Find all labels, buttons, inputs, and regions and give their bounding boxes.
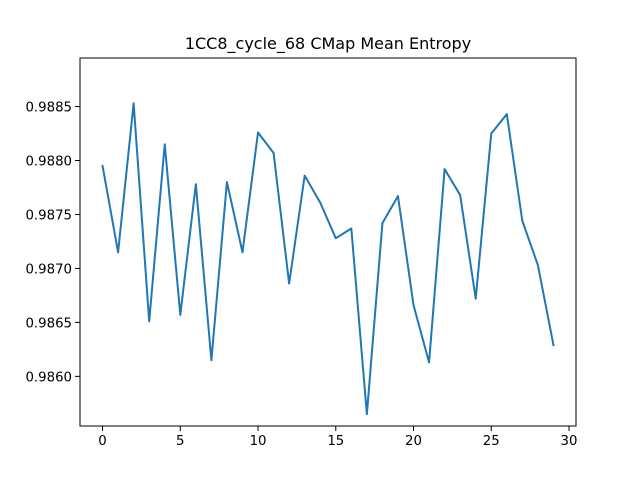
x-tick-label: 20 bbox=[405, 434, 422, 449]
data-point bbox=[505, 113, 508, 116]
x-tick-label: 25 bbox=[483, 434, 500, 449]
y-tick-label: 0.9860 bbox=[25, 370, 72, 385]
data-point bbox=[272, 152, 275, 154]
x-tick-label: 30 bbox=[561, 434, 578, 449]
data-point bbox=[179, 313, 182, 316]
data-point bbox=[148, 320, 151, 323]
x-axis-ticks: 0 5 10 15 20 25 30 bbox=[98, 426, 577, 449]
data-point bbox=[459, 194, 462, 196]
data-point bbox=[365, 413, 368, 416]
data-point bbox=[257, 131, 259, 134]
series-line bbox=[101, 102, 555, 416]
y-tick-label: 0.9870 bbox=[25, 262, 72, 277]
x-tick-label: 5 bbox=[176, 434, 184, 449]
axes-frame bbox=[79, 57, 577, 427]
y-axis-ticks: 0.9860 0.9865 0.9870 0.9875 0.9880 0.9885 bbox=[25, 101, 80, 385]
data-point bbox=[350, 227, 353, 230]
data-point bbox=[132, 102, 135, 105]
data-point bbox=[412, 304, 415, 307]
x-tick-label: 15 bbox=[327, 434, 344, 449]
x-tick-label: 0 bbox=[98, 434, 106, 449]
y-tick-label: 0.9865 bbox=[25, 316, 72, 331]
data-point bbox=[397, 195, 399, 198]
data-point bbox=[117, 251, 119, 254]
data-point bbox=[226, 181, 228, 184]
data-point bbox=[288, 282, 291, 285]
data-point bbox=[521, 220, 524, 222]
y-tick-label: 0.9880 bbox=[25, 155, 72, 170]
data-point bbox=[537, 264, 539, 267]
x-tick-label: 10 bbox=[250, 434, 267, 449]
data-point bbox=[319, 201, 322, 204]
data-point bbox=[381, 222, 384, 225]
data-point bbox=[474, 297, 477, 300]
series-layer bbox=[101, 102, 555, 416]
y-tick-label: 0.9875 bbox=[25, 208, 72, 223]
data-point bbox=[241, 251, 244, 254]
data-point bbox=[163, 143, 166, 146]
data-point bbox=[428, 361, 430, 364]
data-point bbox=[552, 344, 555, 346]
data-point bbox=[210, 359, 213, 362]
data-point bbox=[303, 174, 306, 177]
data-point bbox=[490, 132, 493, 135]
chart-title: 1CC8_cycle_68 CMap Mean Entropy bbox=[185, 34, 471, 54]
data-point bbox=[334, 237, 337, 240]
data-point bbox=[443, 168, 446, 171]
data-point bbox=[194, 183, 197, 186]
data-point bbox=[101, 165, 104, 167]
y-tick-label: 0.9885 bbox=[25, 101, 72, 116]
